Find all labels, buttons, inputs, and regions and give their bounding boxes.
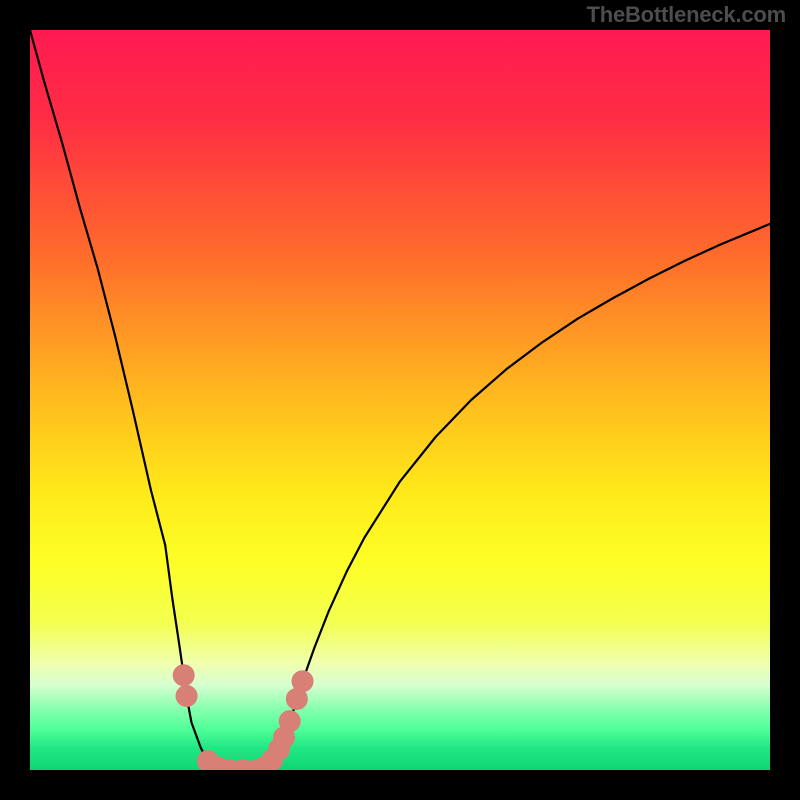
marker-group bbox=[173, 665, 313, 770]
curve-marker bbox=[279, 711, 300, 732]
plot-svg bbox=[30, 30, 770, 770]
watermark-text: TheBottleneck.com bbox=[586, 2, 786, 28]
main-curve-path bbox=[30, 30, 770, 770]
chart-frame: TheBottleneck.com bbox=[0, 0, 800, 800]
curve-marker bbox=[176, 686, 197, 707]
curve-marker bbox=[292, 671, 313, 692]
plot-area bbox=[30, 30, 770, 770]
curve-marker bbox=[173, 665, 194, 686]
